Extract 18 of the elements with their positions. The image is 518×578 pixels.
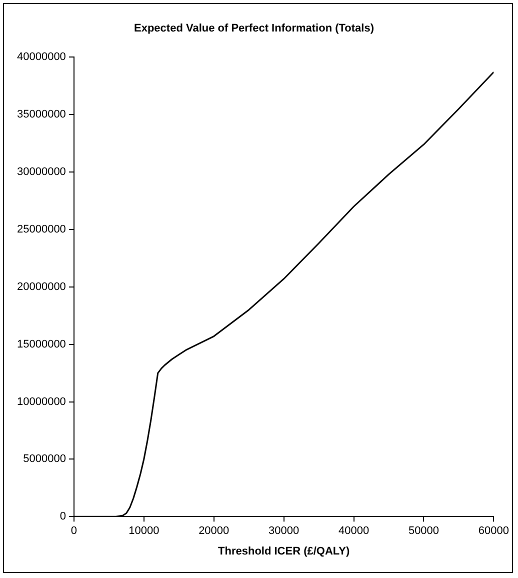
x-tick-label: 40000 (338, 525, 370, 538)
x-axis-title: Threshold ICER (£/QALY) (218, 545, 350, 558)
y-tick-label: 30000000 (16, 166, 66, 178)
y-tick-label: 0 (60, 510, 66, 523)
y-tick-label: 25000000 (16, 224, 66, 236)
y-tick-label: 10000000 (16, 396, 66, 408)
x-tick-label: 20000 (198, 525, 230, 538)
y-tick-label: 20000000 (16, 280, 66, 293)
y-tick-label: 40000000 (16, 51, 66, 64)
x-tick-label: 10000 (128, 525, 160, 538)
y-tick-label: 35000000 (16, 108, 66, 121)
x-tick-label: 60000 (478, 525, 510, 538)
y-tick-label: 15000000 (16, 338, 66, 350)
x-tick-label: 0 (70, 525, 78, 538)
x-tick-label: 50000 (408, 525, 440, 538)
y-tick-label: 5000000 (23, 453, 66, 466)
x-tick-label: 30000 (268, 525, 300, 538)
chart-title: Expected Value of Perfect Information (Totals) (134, 22, 374, 35)
